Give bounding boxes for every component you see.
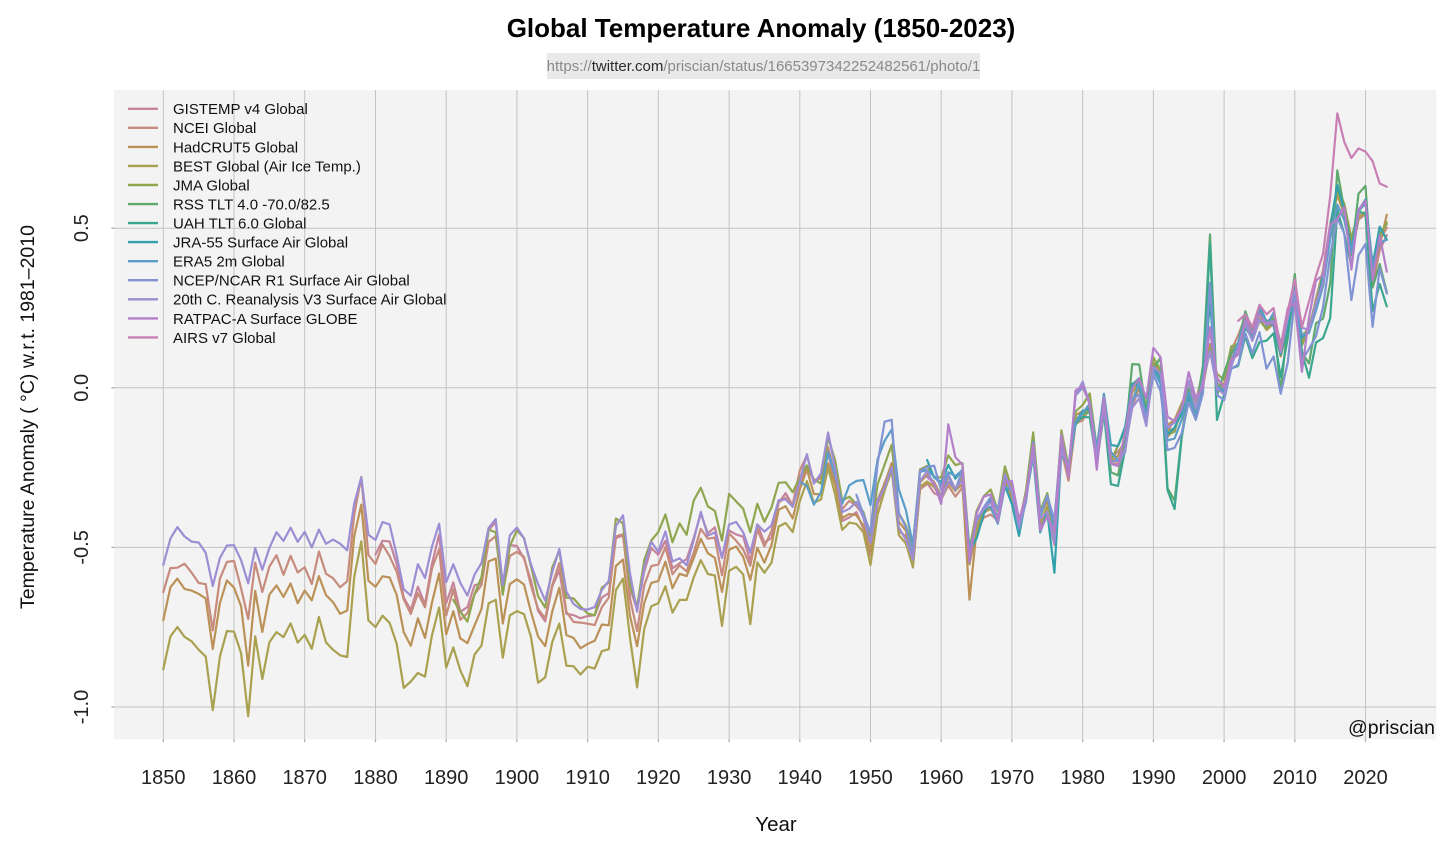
svg-text:Year: Year [755,813,797,836]
svg-text:1870: 1870 [282,767,327,789]
svg-text:NCEI Global: NCEI Global [173,120,256,137]
svg-text:1950: 1950 [848,767,893,789]
svg-text:1990: 1990 [1131,767,1176,789]
svg-text:1930: 1930 [707,767,752,789]
svg-text:1920: 1920 [636,767,681,789]
svg-text:BEST Global (Air Ice Temp.): BEST Global (Air Ice Temp.) [173,158,361,175]
svg-text:RSS TLT 4.0 -70.0/82.5: RSS TLT 4.0 -70.0/82.5 [173,197,330,214]
svg-text:AIRS v7 Global: AIRS v7 Global [173,330,276,347]
svg-text:0.0: 0.0 [71,374,93,402]
svg-text:1910: 1910 [565,767,610,789]
svg-text:RATPAC-A Surface GLOBE: RATPAC-A Surface GLOBE [173,311,358,328]
svg-text:1980: 1980 [1060,767,1105,789]
svg-text:HadCRUT5 Global: HadCRUT5 Global [173,139,298,156]
svg-text:-0.5: -0.5 [71,530,93,564]
svg-text:2000: 2000 [1202,767,1247,789]
svg-text:1900: 1900 [495,767,540,789]
svg-text:2020: 2020 [1343,767,1388,789]
svg-text:NCEP/NCAR R1 Surface Air Globa: NCEP/NCAR R1 Surface Air Global [173,273,410,290]
svg-text:UAH TLT 6.0 Global: UAH TLT 6.0 Global [173,216,306,233]
svg-text:0.5: 0.5 [71,214,93,242]
svg-text:-1.0: -1.0 [71,690,93,724]
svg-text:GISTEMP v4 Global: GISTEMP v4 Global [173,101,308,118]
svg-text:1890: 1890 [424,767,469,789]
svg-text:1880: 1880 [353,767,398,789]
svg-text:JRA-55 Surface Air Global: JRA-55 Surface Air Global [173,235,348,252]
svg-text:Temperature Anomaly ( °C) w.r.: Temperature Anomaly ( °C) w.r.t. 1981–20… [17,225,39,609]
svg-text:1970: 1970 [990,767,1035,789]
svg-text:1850: 1850 [141,767,186,789]
svg-text:@priscian: @priscian [1348,717,1435,739]
svg-text:1940: 1940 [778,767,823,789]
svg-text:1860: 1860 [212,767,257,789]
svg-text:20th C. Reanalysis V3 Surface: 20th C. Reanalysis V3 Surface Air Global [173,292,446,309]
svg-text:1960: 1960 [919,767,964,789]
svg-text:ERA5 2m Global: ERA5 2m Global [173,254,285,271]
svg-text:2010: 2010 [1273,767,1318,789]
svg-text:JMA Global: JMA Global [173,177,250,194]
